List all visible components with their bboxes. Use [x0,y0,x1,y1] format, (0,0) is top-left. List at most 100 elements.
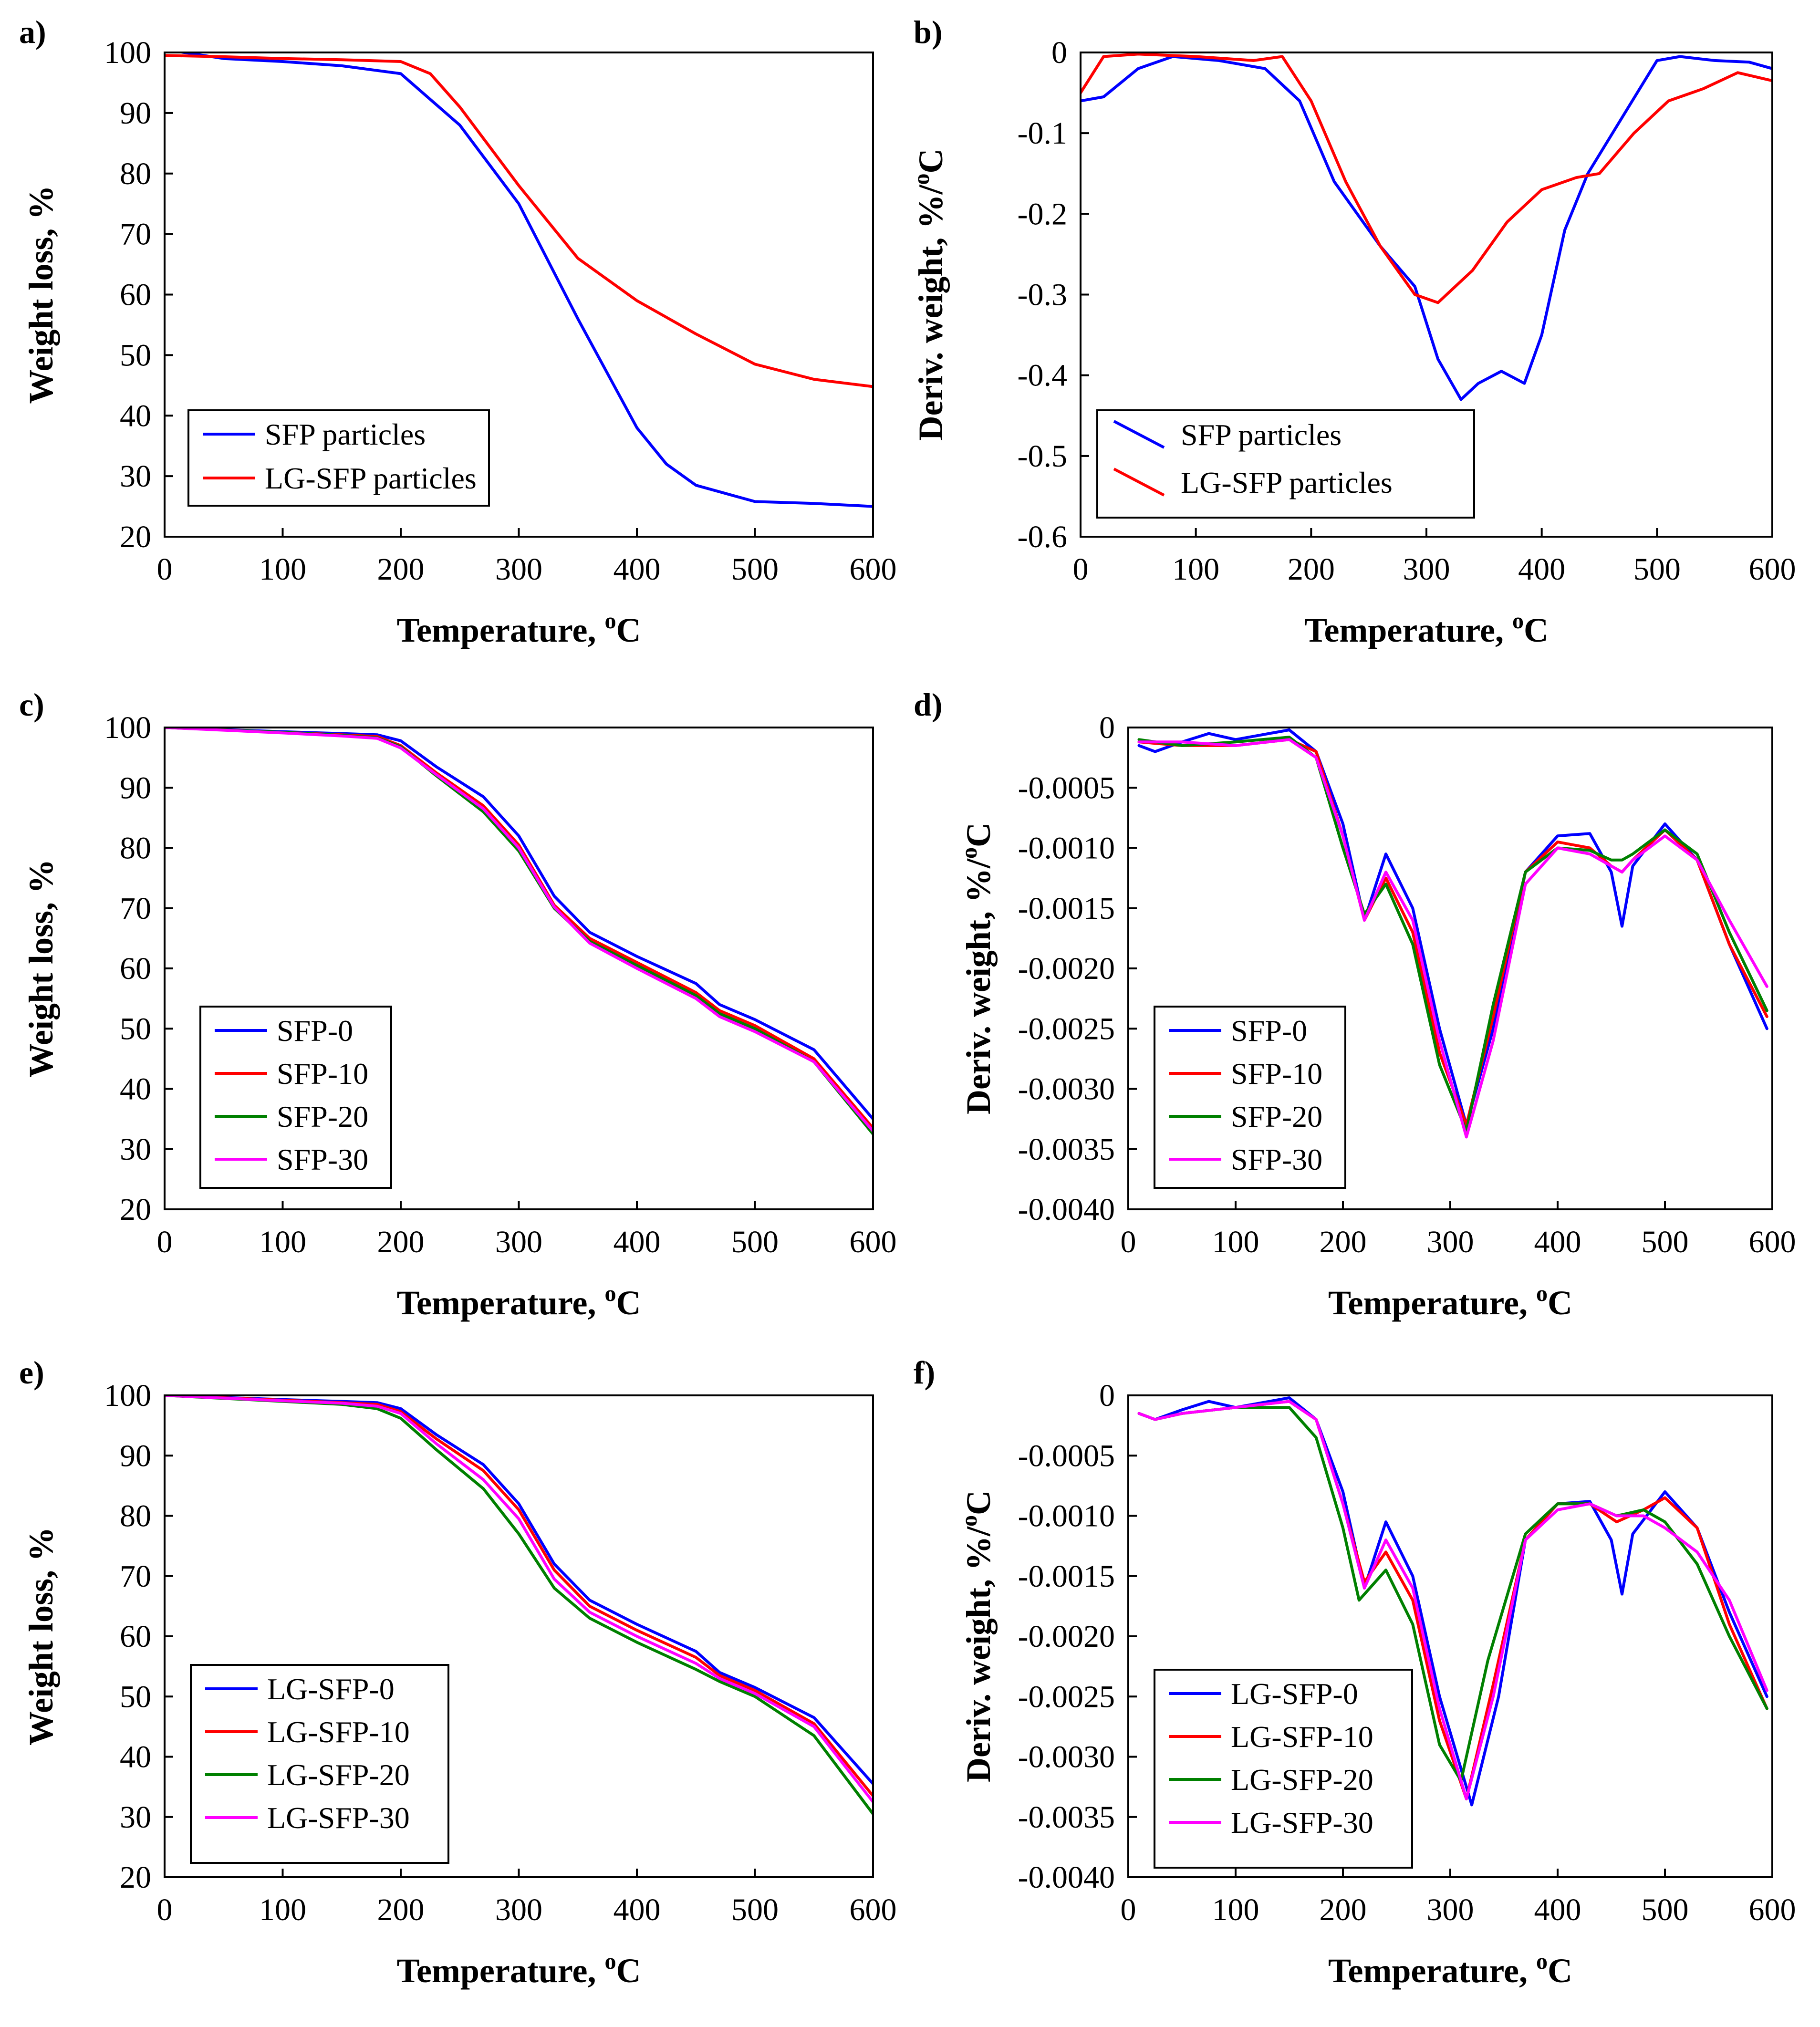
chart-panel-c: c) 0 100 200 300 400 500 600 20 30 40 50 60 70 80 90 100… [19,686,897,1322]
legend-label: LG-SFP-30 [267,1801,410,1835]
x-tick-label: 500 [1642,1892,1689,1927]
y-tick-label: 80 [120,156,151,191]
y-tick-label: -0.0005 [1018,770,1115,805]
series-line-sfp-0 [1137,728,1768,1127]
y-axis-label: Weight loss, % [22,1527,60,1746]
series-line-lg-sfp-particles [165,54,873,388]
x-tick-label: 200 [1320,1892,1367,1927]
x-axis-label-sup: o [1536,1949,1548,1974]
y-tick-label: 50 [120,338,151,373]
y-tick-label: 30 [120,1800,151,1835]
y-axis-label-unit: C [912,149,950,174]
y-tick-label: -0.5 [1018,439,1067,474]
y-tick-label: -0.3 [1018,278,1067,312]
chart-panel-f: f) 0 100 200 300 400 500 600 -0.0040 -0.0035 -0.00… [914,1354,1796,1990]
legend-label: SFP-30 [277,1143,368,1176]
y-tick-label: 0 [1051,35,1067,70]
y-tick-label: -0.0035 [1018,1800,1115,1835]
y-tick-label: -0.0010 [1018,831,1115,866]
x-axis-label-sup: o [604,1281,616,1306]
y-tick-label: 30 [120,1132,151,1167]
panel-letter: a) [19,14,46,50]
x-tick-label: 400 [1534,1225,1581,1259]
y-tick-label: -0.1 [1018,116,1067,151]
x-axis-label-text: Temperature, [397,611,605,649]
x-axis-label-unit: C [1548,1952,1572,1990]
legend-label: LG-SFP-20 [267,1758,410,1792]
chart-panel-d: d) 0 100 200 300 400 500 600 -0.0040 -0.0035 -0.00… [914,686,1796,1322]
series-line-lg-sfp-30 [1137,1400,1768,1800]
x-axis-label-text: Temperature, [397,1284,605,1322]
y-tick-label: 40 [120,398,151,433]
x-tick-label: 0 [1121,1225,1136,1259]
x-tick-label: 0 [1121,1892,1136,1927]
x-tick-label: 300 [1403,552,1450,587]
series-line-lg-sfp-30 [165,1395,873,1804]
series-line-lg-sfp-20 [1137,1406,1768,1782]
x-tick-label: 400 [1518,552,1565,587]
x-tick-label: 400 [614,1225,661,1259]
x-axis-label: Temperature, oC [397,1281,641,1322]
x-tick-label: 600 [1749,1225,1796,1259]
y-axis-label: Deriv. weight, %/oC [909,149,950,441]
y-axis-label-unit: C [959,1490,998,1515]
y-tick-label: 40 [120,1740,151,1775]
y-tick-label: 0 [1099,1378,1115,1413]
y-tick-label: 60 [120,951,151,986]
x-tick-label: 500 [731,552,779,587]
x-tick-label: 600 [850,1892,897,1927]
x-axis-label-sup: o [1512,608,1524,634]
y-tick-label: 20 [120,1192,151,1227]
x-tick-label: 300 [1427,1892,1474,1927]
x-axis-label-unit: C [616,1284,641,1322]
legend-label: SFP-10 [1231,1057,1322,1091]
legend-swatch [1113,420,1165,449]
legend-label: LG-SFP-10 [267,1715,410,1749]
legend-label: SFP-10 [277,1057,368,1091]
x-tick-label: 400 [614,552,661,587]
y-tick-label: -0.0015 [1018,891,1115,926]
y-axis-label-sup: o [909,174,934,185]
y-axis-label: Weight loss, % [22,859,60,1078]
x-tick-label: 300 [1427,1225,1474,1259]
x-axis-label-sup: o [1536,1281,1548,1306]
legend-label: SFP-20 [277,1100,368,1133]
legend-label: LG-SFP particles [1181,466,1393,499]
legend-box [1096,409,1475,519]
y-tick-label: 70 [120,1559,151,1594]
x-tick-label: 100 [259,552,306,587]
y-tick-label: 100 [104,1378,151,1413]
legend-box [1154,1669,1413,1869]
y-tick-label: 90 [120,1438,151,1473]
x-axis-label: Temperature, oC [397,608,641,649]
y-axis-label-sup: o [957,1515,982,1527]
x-tick-label: 100 [1212,1892,1259,1927]
y-tick-label: 70 [120,217,151,252]
series-line-sfp-0 [165,728,873,1121]
y-axis-label-text: Deriv. weight, %/ [912,185,950,441]
y-tick-label: -0.0010 [1018,1499,1115,1534]
y-tick-label: 50 [120,1679,151,1714]
legend-label: SFP particles [265,417,426,451]
series-line-lg-sfp-particles [1081,52,1772,304]
x-tick-label: 100 [259,1225,306,1259]
x-axis-label: Temperature, oC [397,1949,641,1990]
x-axis-label: Temperature, oC [1304,608,1549,649]
x-tick-label: 0 [157,1892,173,1927]
legend: LG-SFP-0 LG-SFP-10 LG-SFP-20 LG-SFP-30 [190,1664,449,1864]
x-tick-label: 500 [1633,552,1681,587]
legend-label: SFP-0 [1231,1014,1307,1048]
x-tick-label: 0 [157,1225,173,1259]
x-tick-label: 200 [1320,1225,1367,1259]
y-tick-label: -0.2 [1018,197,1067,231]
x-tick-label: 300 [495,1892,542,1927]
x-axis-label-unit: C [1548,1284,1572,1322]
y-tick-label: 80 [120,831,151,866]
y-axis-label-text: Deriv. weight, %/ [959,1526,998,1782]
y-tick-label: 50 [120,1011,151,1046]
legend-label: SFP-20 [1231,1100,1322,1133]
x-axis-label-sup: o [604,608,616,634]
legend-label: SFP particles [1181,418,1342,452]
series-line-lg-sfp-0 [165,1395,873,1786]
